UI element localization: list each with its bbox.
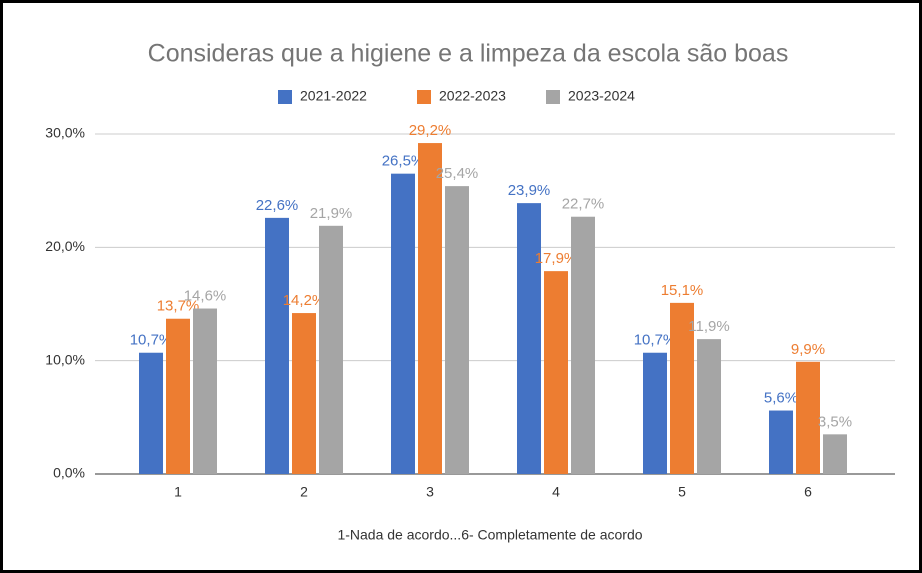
x-tick-label: 6: [804, 484, 812, 500]
bar: [769, 410, 793, 474]
bar: [391, 173, 415, 474]
value-label: 14,2%: [283, 292, 326, 309]
value-label: 29,2%: [409, 122, 452, 139]
y-tick-label: 30,0%: [45, 125, 85, 141]
value-label: 3,5%: [818, 413, 852, 430]
value-label: 10,7%: [634, 332, 677, 349]
legend-swatch: [278, 90, 292, 104]
value-label: 23,9%: [508, 182, 551, 199]
bar: [517, 203, 541, 474]
y-tick-label: 10,0%: [45, 351, 85, 367]
y-tick-label: 20,0%: [45, 238, 85, 254]
bar: [166, 318, 190, 474]
value-label: 13,7%: [157, 298, 200, 315]
bar: [796, 361, 820, 474]
bar: [265, 217, 289, 474]
legend-swatch: [546, 90, 560, 104]
bar: [445, 186, 469, 474]
bar: [823, 434, 847, 474]
legend-label: 2021-2022: [300, 88, 367, 104]
x-axis-label: 1-Nada de acordo...6- Completamente de a…: [337, 527, 642, 543]
bar: [418, 143, 442, 475]
legend-label: 2023-2024: [568, 88, 635, 104]
x-tick-label: 2: [300, 484, 308, 500]
value-label: 14,6%: [184, 288, 227, 305]
x-tick-label: 4: [552, 484, 560, 500]
bar: [643, 352, 667, 474]
legend-swatch: [417, 90, 431, 104]
value-label: 5,6%: [764, 390, 798, 407]
x-tick-label: 3: [426, 484, 434, 500]
bar: [697, 339, 721, 474]
x-tick-label: 1: [174, 484, 182, 500]
value-label: 22,7%: [562, 196, 605, 213]
x-tick-label: 5: [678, 484, 686, 500]
value-label: 26,5%: [382, 153, 425, 170]
bar: [571, 216, 595, 474]
bar: [544, 271, 568, 474]
value-label: 9,9%: [791, 341, 825, 358]
value-label: 11,9%: [688, 318, 729, 335]
legend-label: 2022-2023: [439, 88, 506, 104]
y-tick-label: 0,0%: [53, 465, 85, 481]
value-label: 10,7%: [130, 332, 173, 349]
value-label: 15,1%: [661, 282, 704, 299]
bar: [193, 308, 217, 474]
bar: [319, 225, 343, 474]
chart-title: Consideras que a higiene e a limpeza da …: [148, 40, 789, 68]
value-label: 25,4%: [436, 165, 479, 182]
bar: [139, 352, 163, 474]
value-label: 17,9%: [535, 250, 578, 267]
value-label: 22,6%: [256, 197, 299, 214]
bar: [292, 313, 316, 474]
bar: [670, 302, 694, 474]
value-label: 21,9%: [310, 205, 353, 222]
